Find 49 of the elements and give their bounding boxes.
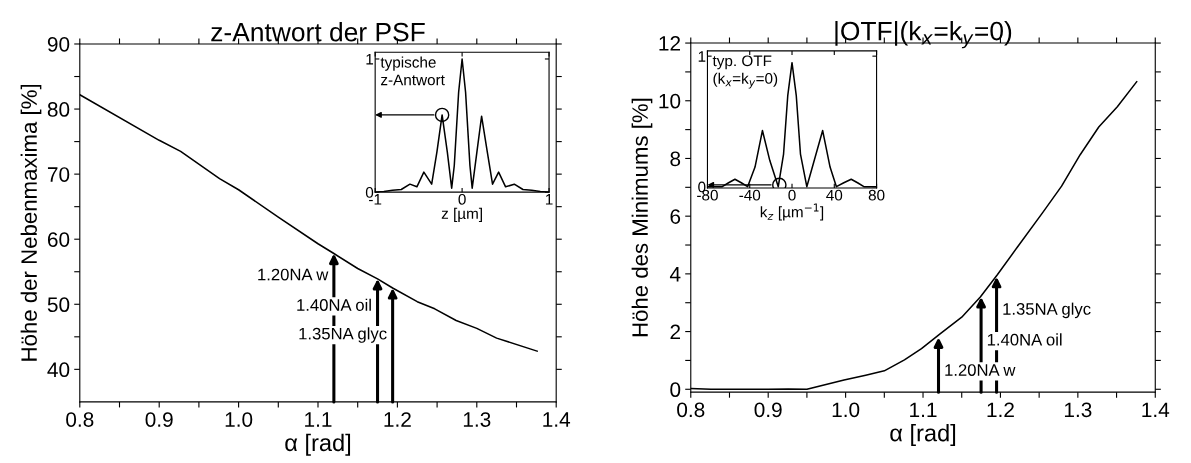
x-axis-title: α [rad] bbox=[890, 424, 956, 447]
y-tick-label: 12 bbox=[659, 36, 681, 51]
annotation: 1.20NA w bbox=[945, 364, 1016, 376]
y-tick-label: 10 bbox=[659, 93, 681, 109]
x-tick-label: 1.3 bbox=[1064, 402, 1092, 418]
x-axis-title: k$_{z}$ [µm$^{−1}$] bbox=[760, 203, 824, 221]
annotation: 1.35NA glyc bbox=[299, 327, 387, 343]
text: 1.0 bbox=[832, 402, 860, 418]
x-tick-label: 1.3 bbox=[463, 412, 491, 427]
x-tick-label: 1.4 bbox=[543, 412, 571, 427]
x-tick-label: 0.8 bbox=[66, 412, 94, 427]
y-tick-label: 2 bbox=[670, 324, 681, 340]
y-tick-label: 0 bbox=[670, 382, 681, 398]
x-tick-label: 80 bbox=[868, 189, 885, 201]
y-axis-title: Höhe der Nebenmaxima [%] bbox=[20, 84, 42, 361]
x-tick-label: 0.8 bbox=[677, 402, 705, 418]
chart-title: |OTF|(k$_{x}$=k$_{y}$=0) bbox=[835, 21, 1012, 49]
x-tick-label: 1.2 bbox=[987, 402, 1014, 417]
x-tick-label: 0 bbox=[788, 189, 796, 201]
annotation: typische z-Antwort bbox=[380, 56, 445, 86]
text: 1.0 bbox=[225, 412, 253, 427]
annotation: 1.35NA glyc bbox=[1003, 302, 1091, 319]
x-axis-title: z [µm] bbox=[441, 207, 482, 223]
chart-title: z-Antwort der PSF bbox=[211, 22, 425, 42]
x-tick-label: 1.1 bbox=[305, 412, 332, 427]
x-tick-label: 0 bbox=[458, 193, 466, 205]
x-tick-label: 40 bbox=[826, 189, 843, 201]
y-axis-title: Höhe des Minimums [%] bbox=[631, 98, 653, 337]
x-tick-label: 1.2 bbox=[384, 412, 411, 427]
x-tick-label: 1.4 bbox=[1142, 402, 1170, 417]
y-tick-label: 6 bbox=[670, 209, 681, 224]
y-tick-label: 80 bbox=[47, 102, 70, 117]
annotation: 1.40NA oil bbox=[987, 333, 1062, 346]
x-tick-label: 1.1 bbox=[910, 402, 937, 417]
annotation: 1.20NA w bbox=[258, 268, 329, 281]
x-axis-title: α [rad] bbox=[285, 433, 351, 456]
x-tick-label: -40 bbox=[739, 189, 761, 201]
x-tick-label: 0.9 bbox=[754, 402, 782, 418]
y-tick-label: 4 bbox=[669, 267, 681, 282]
x-tick-label: 0.9 bbox=[145, 412, 173, 427]
y-tick-label: 60 bbox=[47, 232, 70, 247]
y-tick-label: 40 bbox=[47, 362, 70, 378]
annotation: typ. OTF (k$_{x}$=k$_{y}$=0) bbox=[712, 55, 778, 89]
annotation: 1.40NA oil bbox=[297, 298, 371, 311]
y-tick-label: 8 bbox=[670, 151, 681, 167]
x-tick-label: 1 bbox=[545, 194, 553, 205]
y-tick-label: 90 bbox=[47, 36, 70, 52]
y-tick-label: 70 bbox=[47, 167, 70, 182]
y-tick-label: 50 bbox=[47, 297, 70, 313]
